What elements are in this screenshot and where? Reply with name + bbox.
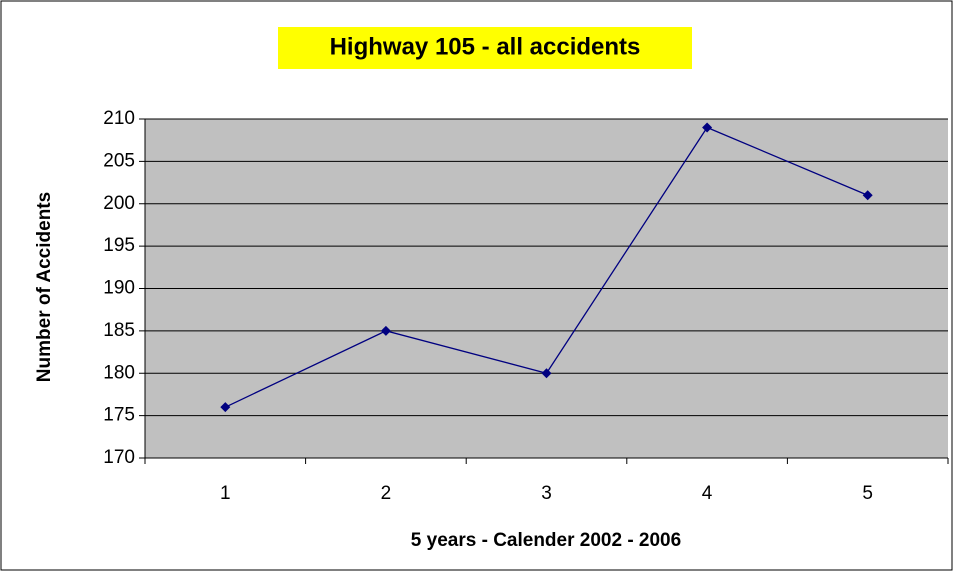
y-axis-title: Number of Accidents bbox=[34, 192, 55, 382]
data-marker bbox=[380, 325, 391, 336]
data-marker bbox=[862, 190, 873, 201]
y-tick-label: 190 bbox=[103, 278, 135, 299]
data-marker bbox=[702, 122, 713, 133]
y-tick-label: 175 bbox=[103, 405, 135, 426]
y-tick-label: 195 bbox=[103, 235, 135, 256]
x-tick-label: 5 bbox=[862, 483, 873, 504]
y-tick-label: 180 bbox=[103, 362, 135, 383]
x-tick-label: 4 bbox=[702, 483, 713, 504]
y-tick-label: 185 bbox=[103, 320, 135, 341]
y-tick-label: 170 bbox=[103, 447, 135, 468]
x-tick-label: 3 bbox=[541, 483, 552, 504]
data-marker bbox=[220, 402, 231, 413]
x-tick-label: 2 bbox=[381, 483, 392, 504]
y-tick-label: 200 bbox=[103, 193, 135, 214]
x-axis-title: 5 years - Calender 2002 - 2006 bbox=[411, 530, 681, 551]
chart-title: Highway 105 - all accidents bbox=[330, 33, 641, 60]
y-tick-label: 205 bbox=[103, 150, 135, 171]
y-tick-label: 210 bbox=[103, 108, 135, 129]
data-marker bbox=[541, 368, 552, 379]
x-tick-label: 1 bbox=[220, 483, 231, 504]
title-background bbox=[278, 27, 692, 69]
